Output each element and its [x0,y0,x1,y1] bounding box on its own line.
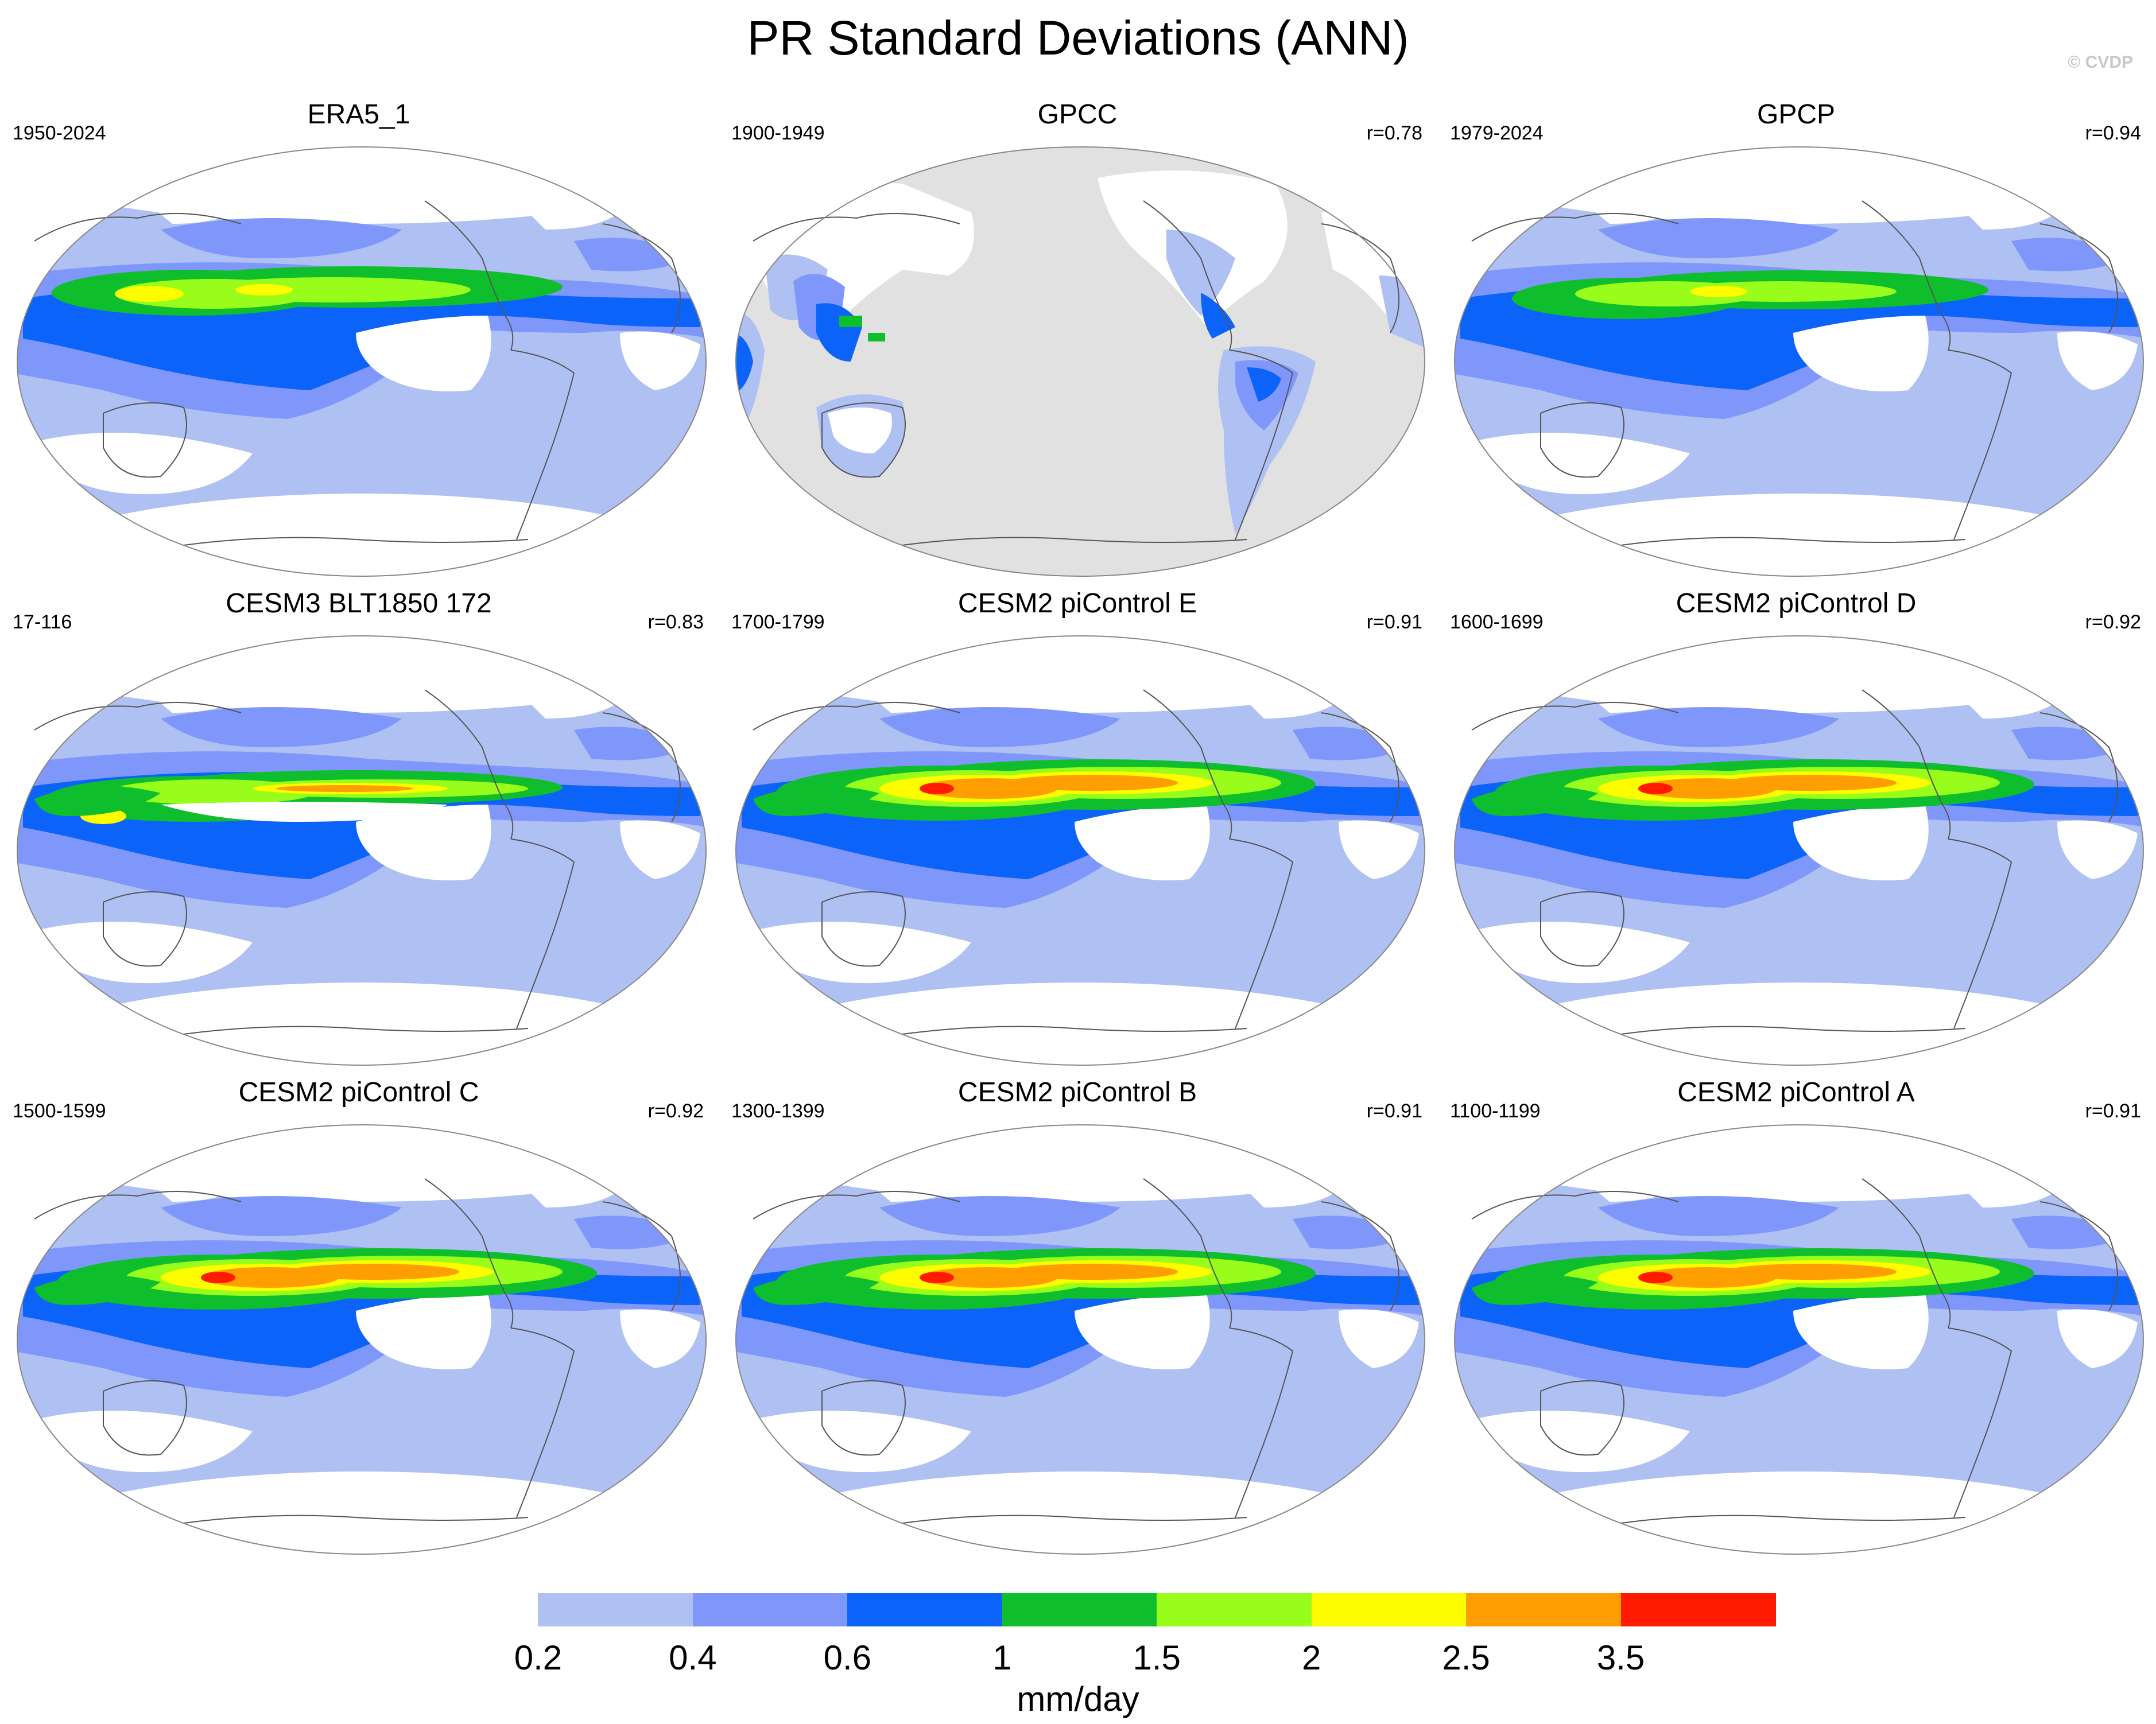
panel-correlation: r=0.91 [2085,1100,2141,1122]
map-panel: GPCP 1979-2024 r=0.94 [1443,98,2149,580]
colorbar-tick-label: 1 [992,1638,1012,1677]
panel-correlation: r=0.92 [647,1100,704,1122]
colorbar-box [1620,1593,1776,1626]
map-panel: CESM2 piControl B 1300-1399 r=0.91 [724,1075,1430,1558]
panel-title: CESM3 BLT1850 172 [226,588,492,619]
precip-std-map [11,632,712,1069]
panel-period: 1300-1399 [731,1100,825,1122]
map-panel: CESM2 piControl A 1100-1199 r=0.91 [1443,1075,2149,1558]
panel-title: CESM2 piControl D [1676,588,1917,619]
precip-std-map [730,1121,1430,1558]
precip-std-map [11,1121,712,1558]
map-panel: CESM2 piControl D 1600-1699 r=0.92 [1443,587,2149,1069]
colorbar [383,1593,1776,1628]
colorbar-box [538,1593,693,1626]
colorbar-box [1157,1593,1312,1626]
panel-title: CESM2 piControl A [1677,1077,1915,1108]
map-panel: GPCC 1900-1949 r=0.78 [724,98,1430,580]
precip-std-map [1449,143,2149,580]
precip-std-map [1449,632,2149,1069]
precip-std-map [730,632,1430,1069]
colorbar-box [383,1593,539,1626]
precip-std-map [11,143,712,580]
panel-correlation: r=0.83 [647,611,704,633]
colorbar-box [1002,1593,1158,1626]
panel-title: GPCC [1037,99,1118,130]
panel-correlation: r=0.78 [1366,122,1422,144]
colorbar-tick-label: 2 [1301,1638,1321,1677]
map-panel: CESM3 BLT1850 172 17-116 r=0.83 [6,587,712,1069]
colorbar-box [847,1593,1003,1626]
panel-period: 1979-2024 [1450,122,1544,144]
colorbar-box [1466,1593,1622,1626]
panel-correlation: r=0.92 [2085,611,2141,633]
colorbar-tick-label: 1.5 [1133,1638,1181,1677]
colorbar-tick-label: 0.2 [514,1638,563,1677]
map-panel: ERA5_1 1950-2024 [6,98,712,580]
colorbar-tick-label: 2.5 [1442,1638,1490,1677]
colorbar-box [1311,1593,1467,1626]
colorbar-box [692,1593,848,1626]
panel-correlation: r=0.91 [1366,1100,1422,1122]
precip-std-map [730,143,1430,580]
panel-period: 1950-2024 [13,122,106,144]
figure-title: PR Standard Deviations (ANN) [747,11,1409,65]
panel-correlation: r=0.94 [2085,122,2141,144]
panel-title: CESM2 piControl C [238,1077,479,1108]
panel-period: 1900-1949 [731,122,825,144]
panel-period: 1700-1799 [731,611,825,633]
panel-period: 17-116 [13,611,72,633]
panel-title: CESM2 piControl B [957,1077,1197,1108]
panel-title: ERA5_1 [307,99,410,130]
colorbar-units: mm/day [1017,1680,1139,1718]
colorbar-tick-label: 0.4 [669,1638,717,1677]
copyright-label: © CVDP [2068,53,2133,72]
panel-period: 1100-1199 [1450,1100,1541,1122]
panel-correlation: r=0.91 [1366,611,1422,633]
map-panel: CESM2 piControl C 1500-1599 r=0.92 [6,1075,712,1558]
colorbar-tick-label: 0.6 [823,1638,872,1677]
panel-period: 1500-1599 [13,1100,106,1122]
panel-title: GPCP [1756,99,1836,130]
map-panel: CESM2 piControl E 1700-1799 r=0.91 [724,587,1430,1069]
precip-std-map [1449,1121,2149,1558]
panel-title: CESM2 piControl E [957,588,1197,619]
panel-period: 1600-1699 [1450,611,1544,633]
colorbar-tick-label: 3.5 [1596,1638,1645,1677]
